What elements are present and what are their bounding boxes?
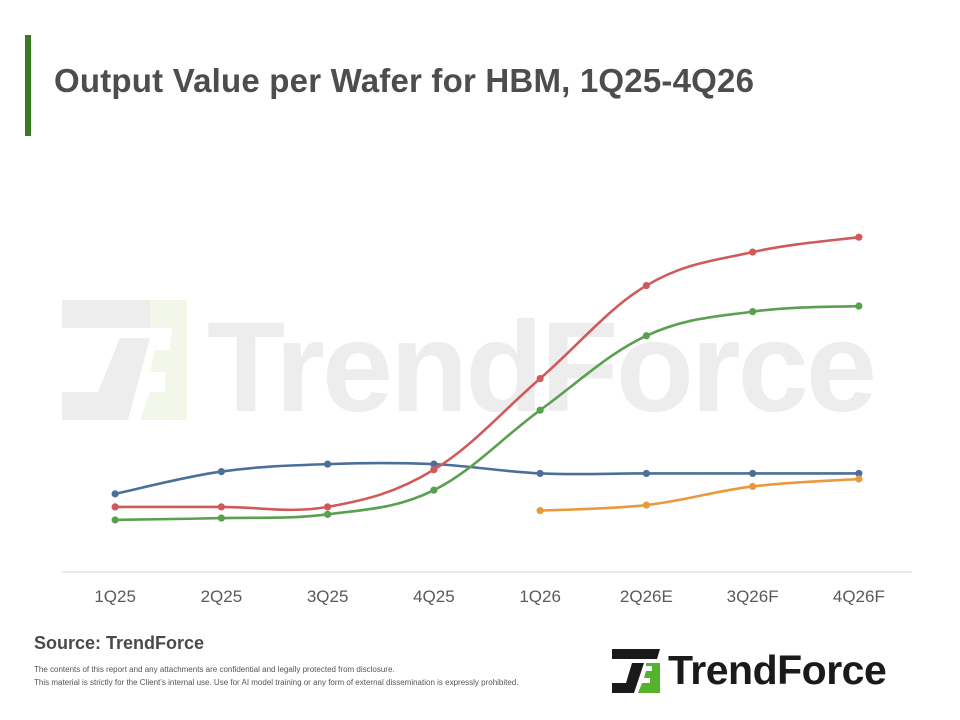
series-1: [111, 460, 863, 498]
series-3: [111, 302, 863, 524]
series-4-point-2Q26E: [642, 501, 650, 509]
series-2-point-1Q26: [536, 374, 544, 383]
series-1-point-4Q25: [430, 460, 438, 468]
series-3-point-3Q25: [324, 510, 332, 518]
series-1-point-1Q26: [536, 469, 544, 478]
series-2-point-3Q26F: [749, 248, 757, 256]
chart-title: Output Value per Wafer for HBM, 1Q25-4Q2…: [54, 62, 755, 99]
series-2-point-4Q25: [430, 466, 438, 474]
x-tick-label: 3Q25: [307, 587, 349, 606]
x-tick-label: 4Q25: [413, 587, 455, 606]
series-3-point-3Q26F: [749, 308, 757, 316]
disclaimer-line-2: This material is strictly for the Client…: [34, 678, 519, 687]
trendforce-logo-text: TrendForce: [668, 647, 887, 693]
series-4-point-4Q26F: [855, 475, 863, 483]
series-1-point-2Q26E: [642, 469, 650, 478]
trendforce-logo: TrendForce: [612, 645, 932, 697]
x-tick-label: 1Q26: [519, 587, 561, 606]
series-2-point-1Q25: [111, 503, 119, 511]
series-2-point-4Q26F: [855, 233, 863, 241]
series-1-point-3Q25: [324, 460, 332, 468]
series-layer: [111, 233, 863, 524]
series-4-point-1Q26: [536, 507, 544, 515]
disclaimer-line-1: The contents of this report and any atta…: [34, 665, 395, 674]
source-note: Source: TrendForce: [34, 633, 205, 653]
series-3-point-1Q26: [536, 406, 544, 414]
trendforce-logo-icon: [612, 649, 660, 693]
series-1-point-2Q25: [217, 467, 225, 476]
series-3-line: [115, 304, 859, 522]
series-4: [536, 475, 863, 515]
series-2: [111, 233, 863, 512]
series-1-line: [114, 461, 859, 496]
series-3-point-4Q25: [430, 486, 438, 494]
title-accent-bar: [25, 35, 31, 136]
x-tick-label: 1Q25: [94, 587, 136, 606]
series-3-point-1Q25: [111, 516, 119, 524]
series-1-point-1Q25: [111, 490, 119, 498]
series-1-point-3Q26F: [749, 469, 757, 478]
series-2-point-2Q25: [217, 503, 225, 511]
watermark-text: TrendForce: [207, 296, 877, 439]
x-tick-labels: 1Q25 2Q25 3Q25 4Q25 1Q26 2Q26E 3Q26F 4Q26F: [94, 587, 885, 606]
x-tick-label: 4Q26F: [833, 587, 885, 606]
series-4-point-3Q26F: [749, 482, 757, 491]
series-3-point-2Q26E: [642, 332, 650, 340]
series-3-point-4Q26F: [855, 302, 863, 310]
series-1-point-4Q26F: [855, 469, 863, 478]
series-3-point-2Q25: [217, 514, 225, 522]
series-4-line: [540, 477, 859, 512]
x-tick-label: 3Q26F: [727, 587, 779, 606]
x-tick-label: 2Q26E: [620, 587, 673, 606]
x-tick-label: 2Q25: [201, 587, 243, 606]
series-2-point-2Q26E: [642, 281, 650, 290]
series-2-point-3Q25: [324, 503, 332, 511]
series-2-line: [115, 235, 860, 512]
